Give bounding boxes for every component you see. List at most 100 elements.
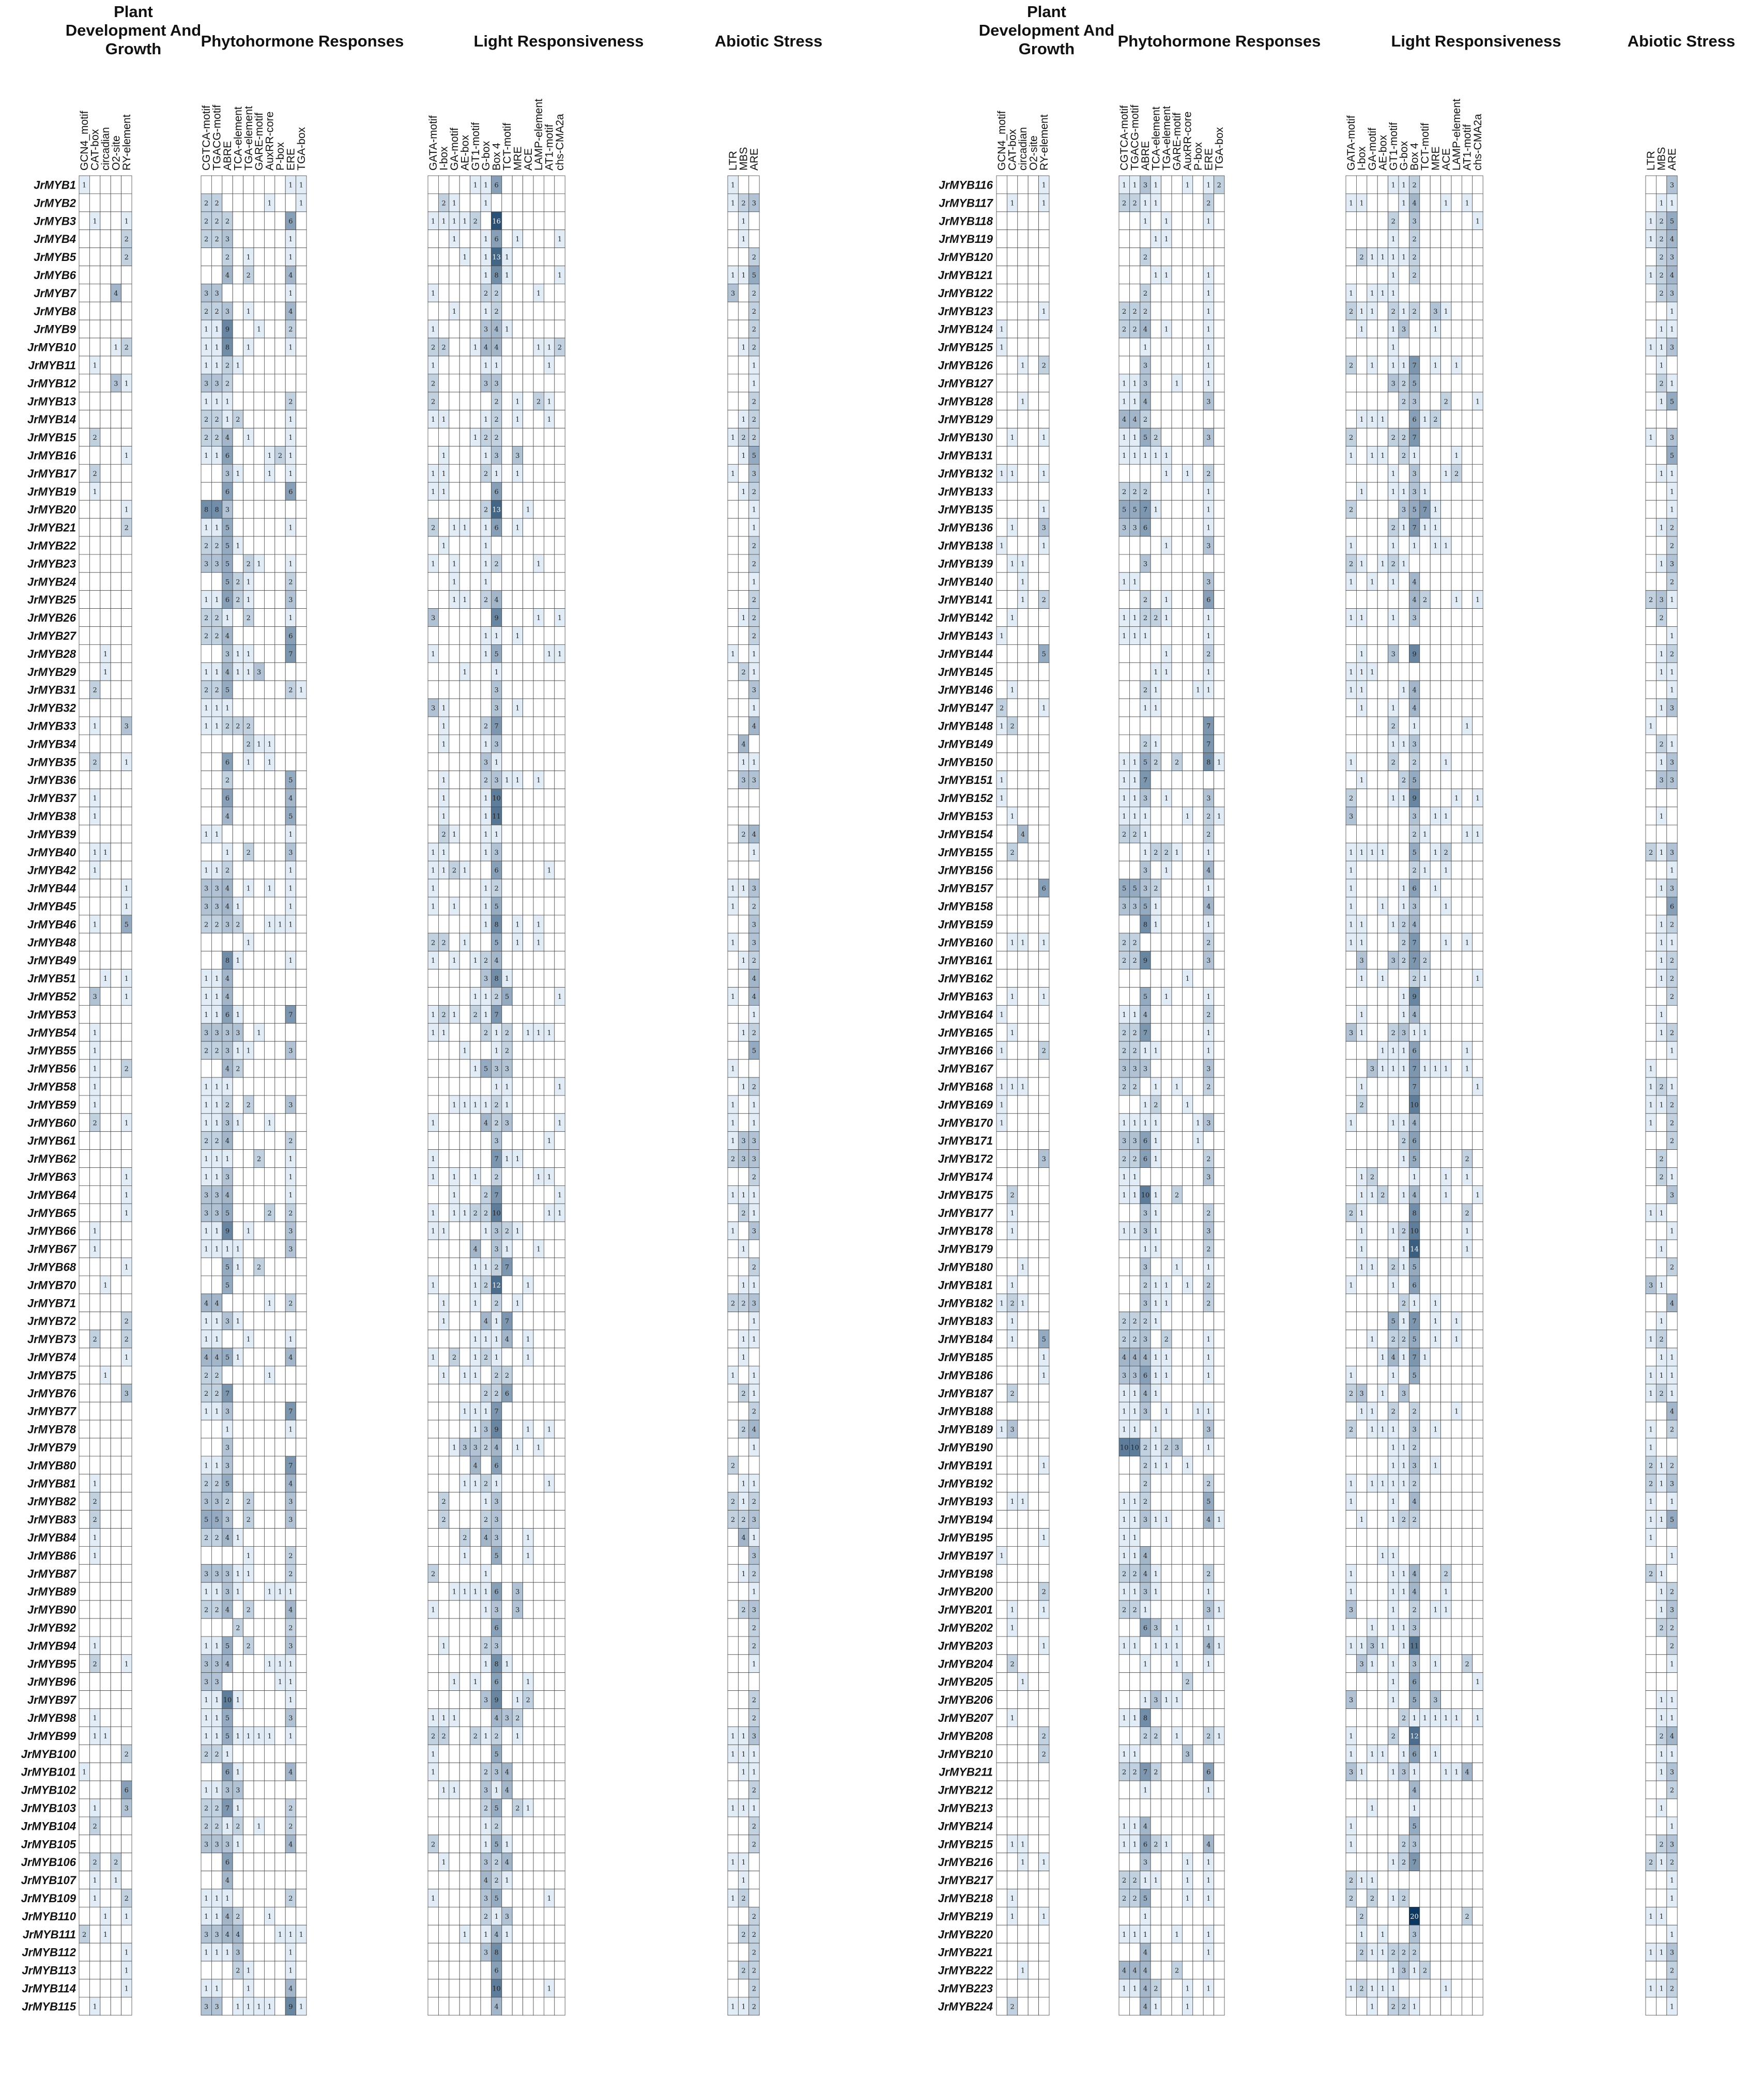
cell-value: 1 — [125, 1263, 129, 1271]
heatmap-cell — [554, 572, 565, 591]
row-label: JrMYB44 — [27, 882, 76, 895]
group-title: Light Responsiveness — [473, 32, 643, 50]
heatmap-cell — [264, 1474, 275, 1493]
heatmap-cell — [1129, 211, 1141, 230]
cell-value: 1 — [103, 1733, 108, 1740]
heatmap-cell — [253, 1708, 265, 1727]
heatmap-cell — [438, 1077, 450, 1096]
cell-value: 1 — [214, 1697, 219, 1704]
heatmap-cell — [501, 337, 513, 357]
heatmap-cell — [738, 897, 749, 916]
cell-value: 9 — [494, 1697, 498, 1704]
cell-value: 1 — [299, 687, 303, 695]
cell-value: 1 — [452, 1678, 456, 1686]
heatmap-cell — [523, 860, 534, 880]
cell-value: 1 — [236, 903, 240, 911]
heatmap-cell — [211, 1420, 223, 1439]
heatmap-cell — [727, 1239, 739, 1258]
cell-value: 1 — [288, 831, 293, 839]
heatmap-cell — [501, 518, 513, 537]
heatmap-cell — [1472, 301, 1483, 320]
heatmap-cell — [501, 644, 513, 663]
cell-value: 1 — [1021, 362, 1025, 369]
heatmap-cell — [253, 1348, 265, 1366]
cell-value: 2 — [536, 398, 541, 406]
cell-value: 1 — [1000, 326, 1004, 334]
heatmap-cell — [232, 500, 244, 519]
heatmap-cell — [727, 1961, 739, 1980]
cell-value: 1 — [752, 1480, 756, 1488]
cell-value: 1 — [505, 326, 509, 334]
heatmap-cell — [253, 229, 265, 249]
heatmap-cell — [243, 1853, 254, 1871]
heatmap-cell — [79, 662, 90, 681]
cell-value: 1 — [236, 1246, 240, 1254]
cell-value: 6 — [288, 218, 293, 225]
heatmap-cell — [100, 1582, 111, 1601]
heatmap-cell — [253, 1528, 265, 1547]
heatmap-cell — [459, 374, 471, 393]
cell-value: 1 — [484, 542, 488, 550]
cell-value: 5 — [225, 1715, 229, 1722]
heatmap-cell — [738, 319, 749, 338]
heatmap-cell — [512, 1924, 524, 1944]
cell-value: 2 — [494, 1859, 498, 1867]
heatmap-cell — [459, 266, 471, 284]
heatmap-cell — [274, 1474, 286, 1493]
heatmap-cell — [89, 1275, 101, 1294]
cell-value: 1 — [731, 470, 735, 478]
heatmap-cell — [738, 175, 749, 194]
heatmap-cell — [264, 1456, 275, 1475]
heatmap-cell — [727, 229, 739, 249]
heatmap-cell — [110, 229, 121, 249]
heatmap-cell — [544, 1330, 555, 1348]
cell-value: 1 — [741, 1282, 745, 1289]
cell-value: 2 — [247, 1607, 251, 1614]
heatmap-cell — [253, 1835, 265, 1854]
cell-value: 1 — [1206, 218, 1210, 225]
heatmap-cell — [296, 1889, 307, 1907]
heatmap-cell — [264, 897, 275, 916]
heatmap-cell — [438, 1816, 450, 1836]
heatmap-cell — [79, 1492, 90, 1510]
cell-value: 1 — [484, 452, 488, 460]
heatmap-cell — [1027, 410, 1039, 429]
heatmap-cell — [1440, 248, 1452, 266]
cell-value: 1 — [125, 975, 129, 983]
heatmap-cell — [232, 392, 244, 411]
heatmap-cell — [253, 1312, 265, 1330]
cell-value: 1 — [741, 885, 745, 893]
heatmap-cell — [544, 1871, 555, 1889]
cell-value: 1 — [526, 1282, 530, 1289]
heatmap-cell — [232, 1636, 244, 1655]
cell-value: 4 — [114, 290, 118, 298]
heatmap-cell — [1440, 229, 1452, 249]
heatmap-cell — [274, 807, 286, 825]
heatmap-cell — [1367, 337, 1378, 357]
heatmap-cell — [554, 1961, 565, 1980]
heatmap-cell — [253, 536, 265, 555]
heatmap-cell — [523, 1203, 534, 1222]
cell-value: 2 — [204, 1047, 208, 1055]
heatmap-cell — [1017, 410, 1029, 429]
cell-value: 1 — [214, 1336, 219, 1344]
heatmap-cell — [253, 1744, 265, 1763]
heatmap-cell — [491, 572, 502, 591]
heatmap-cell — [427, 1365, 439, 1384]
heatmap-cell — [727, 915, 739, 934]
cell-value: 4 — [225, 993, 229, 1001]
heatmap-cell — [533, 969, 544, 988]
heatmap-cell — [1182, 266, 1193, 284]
cell-value: 3 — [494, 1769, 498, 1777]
cell-value: 2 — [752, 1624, 756, 1632]
heatmap-cell — [996, 211, 1007, 230]
heatmap-cell — [296, 1257, 307, 1276]
cell-value: 1 — [731, 1895, 735, 1903]
cell-value: 1 — [526, 506, 530, 514]
heatmap-cell — [470, 392, 481, 411]
heatmap-cell — [79, 1330, 90, 1348]
heatmap-cell — [110, 897, 121, 916]
heatmap-cell — [243, 1744, 254, 1763]
cell-value: 3 — [204, 290, 208, 298]
heatmap-cell — [296, 608, 307, 627]
